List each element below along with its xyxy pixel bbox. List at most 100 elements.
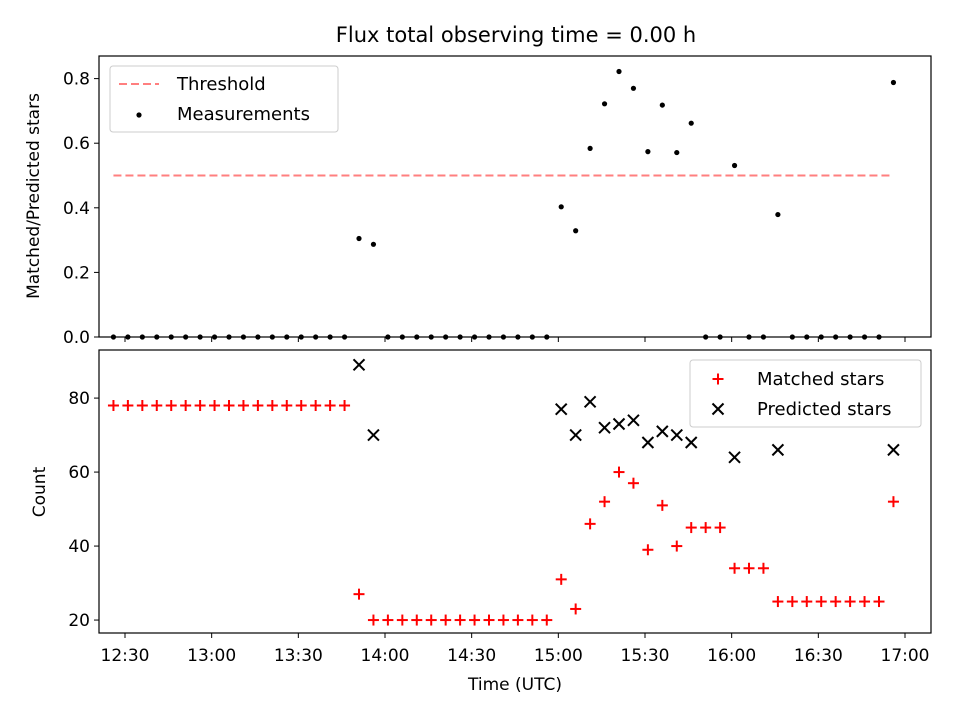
predicted-point: [612, 417, 626, 431]
measurement-point: [587, 145, 593, 151]
predicted-point-b: [887, 443, 900, 457]
matched-point: [252, 399, 264, 411]
bottom-y-axis-label: Count: [30, 466, 50, 517]
predicted-point-b: [367, 428, 380, 442]
matched-point: [570, 603, 582, 615]
predicted-point-b: [656, 425, 669, 438]
legend-measurements-swatch: [136, 112, 142, 118]
matched-point: [584, 518, 596, 530]
matched-point: [555, 573, 567, 585]
top-y-tick-label: 0.6: [63, 134, 90, 154]
measurement-point: [688, 120, 694, 126]
matched-point: [180, 399, 192, 411]
matched-point: [700, 522, 712, 534]
matched-point: [223, 399, 235, 411]
legend-predicted-marker-b: [711, 402, 725, 416]
matched-point: [469, 614, 481, 626]
predicted-point: [887, 443, 900, 457]
matched-point: [497, 614, 509, 626]
measurement-point: [775, 211, 781, 218]
matched-point: [729, 562, 741, 574]
measurement-point: [659, 102, 665, 108]
measurement-point: [630, 85, 637, 91]
matched-point: [859, 596, 871, 608]
top-legend: Threshold Measurements: [109, 65, 339, 133]
bottom-y-tick-label: 80: [68, 389, 90, 409]
matched-point: [512, 614, 524, 626]
x-tick-label: 12:30: [101, 646, 150, 666]
predicted-point-b: [569, 428, 582, 442]
top-y-tick-label: 0.4: [63, 199, 90, 219]
measurement-point: [674, 149, 680, 156]
predicted-point-b: [352, 358, 366, 372]
matched-point: [136, 399, 148, 411]
matched-point: [440, 614, 452, 626]
top-y-tick-label: 0.0: [63, 328, 90, 348]
measurement-point: [890, 79, 897, 86]
legend-matched-marker: [712, 373, 724, 385]
predicted-point: [656, 425, 669, 438]
predicted-point-b: [583, 395, 597, 408]
matched-point: [281, 399, 293, 411]
bottom-y-tick-label: 60: [68, 463, 90, 483]
predicted-point-b: [598, 421, 611, 434]
bottom-axes-frame: [98, 349, 932, 634]
bottom-y-tick-label: 20: [68, 611, 90, 631]
x-tick-label: 16:30: [794, 646, 843, 666]
legend-matched-label: Matched stars: [757, 369, 884, 390]
matched-point: [526, 614, 538, 626]
top-x-ticks: [124, 337, 906, 342]
measurement-point: [616, 68, 622, 75]
matched-point: [165, 399, 177, 411]
predicted-point: [771, 443, 785, 457]
top-y-axis-label: Matched/Predicted stars: [24, 93, 44, 299]
matched-point: [887, 496, 899, 508]
predicted-point: [598, 421, 611, 434]
predicted-point-b: [555, 402, 568, 416]
measurement-point: [601, 101, 608, 107]
matched-point: [454, 614, 466, 626]
matched-point: [599, 496, 611, 508]
matched-point: [801, 596, 813, 608]
matched-point: [757, 562, 769, 574]
matched-point: [844, 596, 856, 608]
matched-point: [483, 614, 495, 626]
matched-point: [815, 596, 827, 608]
top-panel: 0.00.20.40.60.8 Matched/Predicted stars …: [24, 55, 932, 348]
bottom-y-tick-label: 40: [68, 537, 90, 557]
bottom-y-ticks: 20 40 60 80: [68, 389, 99, 631]
measurement-point: [370, 241, 377, 247]
x-tick-label: 15:30: [621, 646, 670, 666]
predicted-point: [569, 428, 582, 442]
matched-point: [382, 614, 394, 626]
predicted-point: [641, 436, 655, 449]
matched-point: [295, 399, 307, 411]
matched-point: [209, 399, 221, 411]
matched-point: [671, 540, 683, 552]
bottom-x-ticks: 12:30 13:00 13:30 14:00 14:30 15:00 15:30 16:00…: [101, 633, 930, 666]
chart-title: Flux total observing time = 0.00 h: [336, 23, 696, 47]
top-y-ticks: 0.0 0.2 0.4 0.6 0.8: [63, 70, 99, 348]
matched-point: [873, 596, 885, 608]
matched-point: [367, 614, 379, 626]
matched-point: [714, 522, 726, 534]
matched-point: [353, 588, 365, 600]
predicted-point-b: [728, 451, 741, 464]
matched-point: [107, 399, 119, 411]
matched-point: [786, 596, 798, 608]
predicted-point-b: [670, 428, 683, 442]
predicted-point-b: [627, 414, 640, 427]
matched-point: [237, 399, 249, 411]
matched-point: [324, 399, 336, 411]
matched-point: [396, 614, 408, 626]
x-tick-label: 16:00: [707, 646, 756, 666]
legend-predicted-swatch: [711, 402, 725, 416]
matched-point: [266, 399, 278, 411]
legend-predicted-label: Predicted stars: [757, 399, 891, 420]
measurement-point: [558, 204, 564, 210]
matched-point: [685, 522, 697, 534]
predicted-point: [583, 395, 597, 408]
matched-point: [642, 544, 654, 556]
x-tick-label: 13:00: [187, 646, 236, 666]
x-tick-label: 17:00: [881, 646, 930, 666]
